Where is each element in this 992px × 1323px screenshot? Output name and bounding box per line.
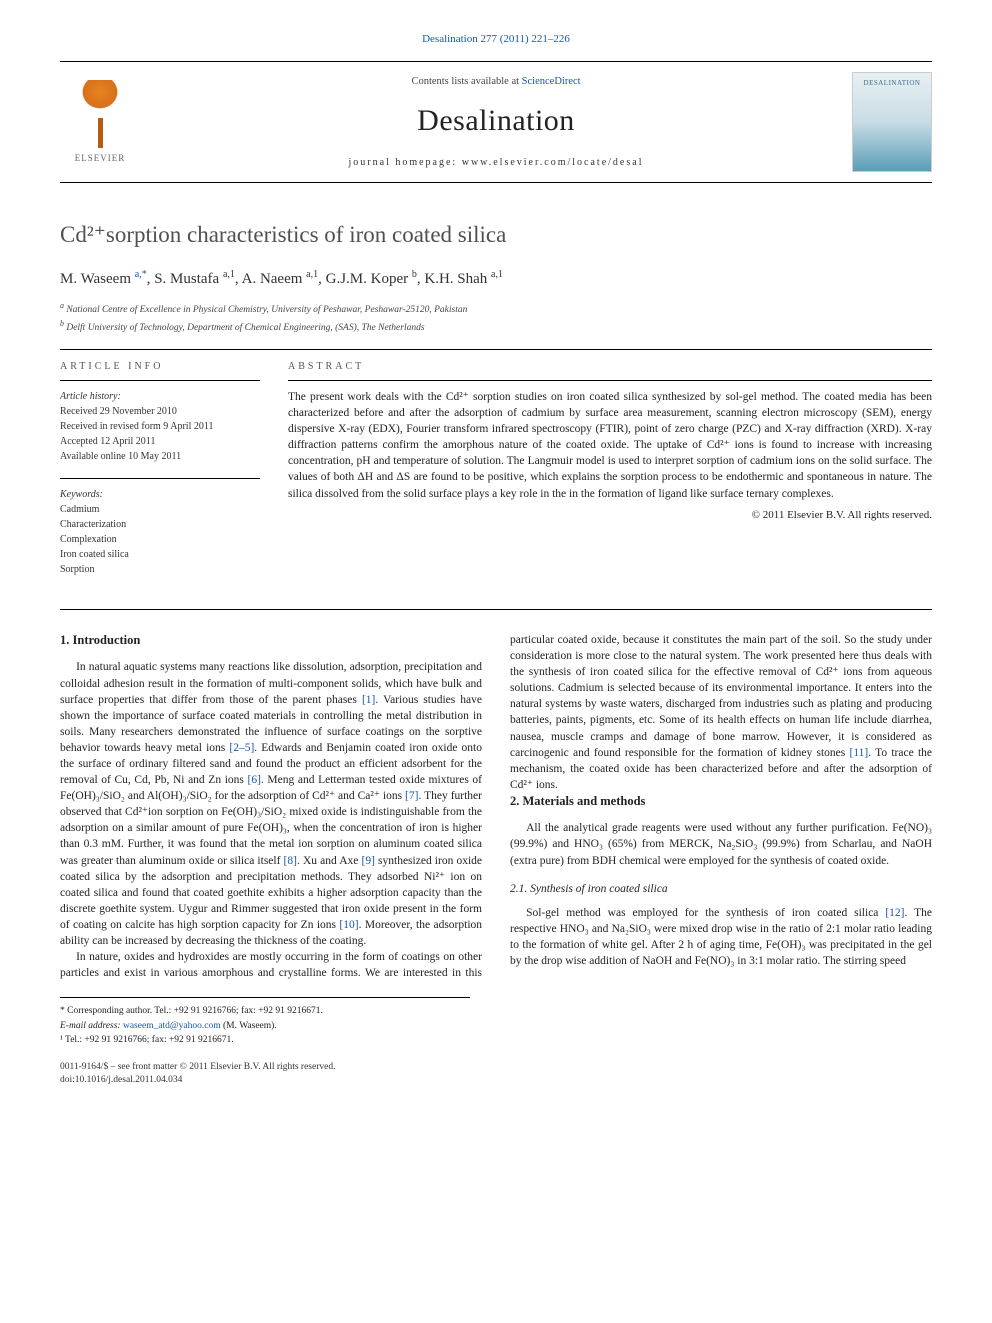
abstract-copyright: © 2011 Elsevier B.V. All rights reserved… [288,508,932,523]
history-heading: Article history: [60,389,260,404]
history-line: Received 29 November 2010 [60,404,260,419]
email-link[interactable]: waseem_atd@yahoo.com [123,1021,221,1031]
citation-link[interactable]: Desalination 277 (2011) 221–226 [422,33,570,45]
keyword: Cadmium [60,502,260,517]
heading-materials-methods: 2. Materials and methods [510,793,932,811]
keyword: Characterization [60,517,260,532]
paragraph: All the analytical grade reagents were u… [510,820,932,868]
author: K.H. Shah a,1 [424,271,503,287]
keywords-heading: Keywords: [60,487,260,502]
author: G.J.M. Koper b [326,271,417,287]
homepage-url: www.elsevier.com/locate/desal [462,157,644,168]
email-line: E-mail address: waseem_atd@yahoo.com (M.… [60,1019,470,1033]
heading-introduction: 1. Introduction [60,632,482,650]
ref-link[interactable]: [10] [339,919,358,931]
keyword: Sorption [60,562,260,577]
journal-cover-thumb: DESALINATION [852,72,932,172]
masthead-center: Contents lists available at ScienceDirec… [156,75,836,170]
journal-name: Desalination [156,100,836,142]
masthead: ELSEVIER Contents lists available at Sci… [60,61,932,183]
article-info-col: article info Article history: Received 2… [60,360,260,591]
body-columns: 1. Introduction In natural aquatic syste… [60,632,932,981]
footer-left: 0011-9164/$ – see front matter © 2011 El… [60,1061,335,1088]
publisher-label: ELSEVIER [70,152,130,165]
abstract-label: abstract [288,360,932,374]
issn-line: 0011-9164/$ – see front matter © 2011 El… [60,1061,335,1074]
footnotes: * Corresponding author. Tel.: +92 91 921… [60,997,470,1047]
info-abstract-row: article info Article history: Received 2… [60,360,932,591]
history-line: Available online 10 May 2011 [60,449,260,464]
divider [60,349,932,350]
affiliations: a National Centre of Excellence in Physi… [60,300,932,335]
sciencedirect-link[interactable]: ScienceDirect [522,76,581,87]
publisher-logo-box: ELSEVIER [60,82,140,162]
author-list: M. Waseem a,*, S. Mustafa a,1, A. Naeem … [60,268,932,290]
history-line: Accepted 12 April 2011 [60,434,260,449]
ref-link[interactable]: [6] [247,774,260,786]
affiliation: a National Centre of Excellence in Physi… [60,300,932,317]
ref-link[interactable]: [9] [362,855,375,867]
ref-link[interactable]: [7] [405,790,418,802]
divider [60,609,932,610]
ref-link[interactable]: [1] [362,694,375,706]
paragraph: Sol-gel method was employed for the synt… [510,905,932,969]
doi-line: doi:10.1016/j.desal.2011.04.034 [60,1074,335,1087]
contents-prefix: Contents lists available at [411,76,521,87]
elsevier-tree-icon [70,80,130,150]
ref-link[interactable]: [12] [885,907,904,919]
keyword: Iron coated silica [60,547,260,562]
paragraph: In natural aquatic systems many reaction… [60,659,482,949]
homepage-prefix: journal homepage: [349,157,462,168]
article-info-label: article info [60,360,260,374]
ref-link[interactable]: [8] [284,855,297,867]
contents-line: Contents lists available at ScienceDirec… [156,75,836,90]
article-title: Cd²⁺sorption characteristics of iron coa… [60,221,932,250]
affiliation: b Delft University of Technology, Depart… [60,318,932,335]
footnote-1: ¹ Tel.: +92 91 9216766; fax: +92 91 9216… [60,1033,470,1047]
author: M. Waseem a,* [60,271,147,287]
keywords-block: Keywords: Cadmium Characterization Compl… [60,478,260,577]
author: S. Mustafa a,1 [154,271,235,287]
homepage-line: journal homepage: www.elsevier.com/locat… [156,156,836,170]
abstract-col: abstract The present work deals with the… [288,360,932,591]
keyword: Complexation [60,532,260,547]
author: A. Naeem a,1 [242,271,319,287]
abstract-text: The present work deals with the Cd²⁺ sor… [288,380,932,502]
title-block: Cd²⁺sorption characteristics of iron coa… [60,221,932,250]
ref-link[interactable]: [2–5] [229,742,254,754]
subheading-synthesis: 2.1. Synthesis of iron coated silica [510,881,932,897]
corresponding-author: * Corresponding author. Tel.: +92 91 921… [60,1004,470,1018]
ref-link[interactable]: [11] [849,747,868,759]
page-footer: 0011-9164/$ – see front matter © 2011 El… [60,1061,932,1088]
article-history: Article history: Received 29 November 20… [60,380,260,464]
history-line: Received in revised form 9 April 2011 [60,419,260,434]
